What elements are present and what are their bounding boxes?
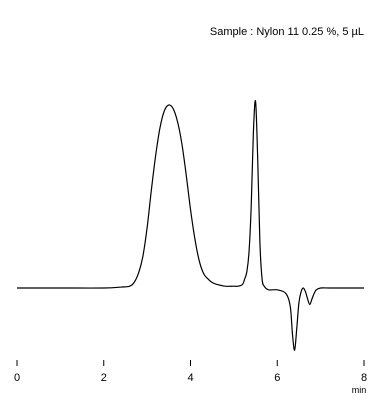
chromatogram-trace-0 <box>17 100 364 351</box>
x-unit-label: min <box>352 385 367 395</box>
sample-annotation: Sample : Nylon 11 0.25 %, 5 µL <box>210 26 364 38</box>
x-tick-label-4: 4 <box>187 372 193 384</box>
x-tick-label-2: 2 <box>101 372 107 384</box>
x-tick-label-8: 8 <box>361 372 367 384</box>
x-tick-label-6: 6 <box>274 372 280 384</box>
x-tick-label-0: 0 <box>14 372 20 384</box>
trace-layer <box>17 100 364 351</box>
